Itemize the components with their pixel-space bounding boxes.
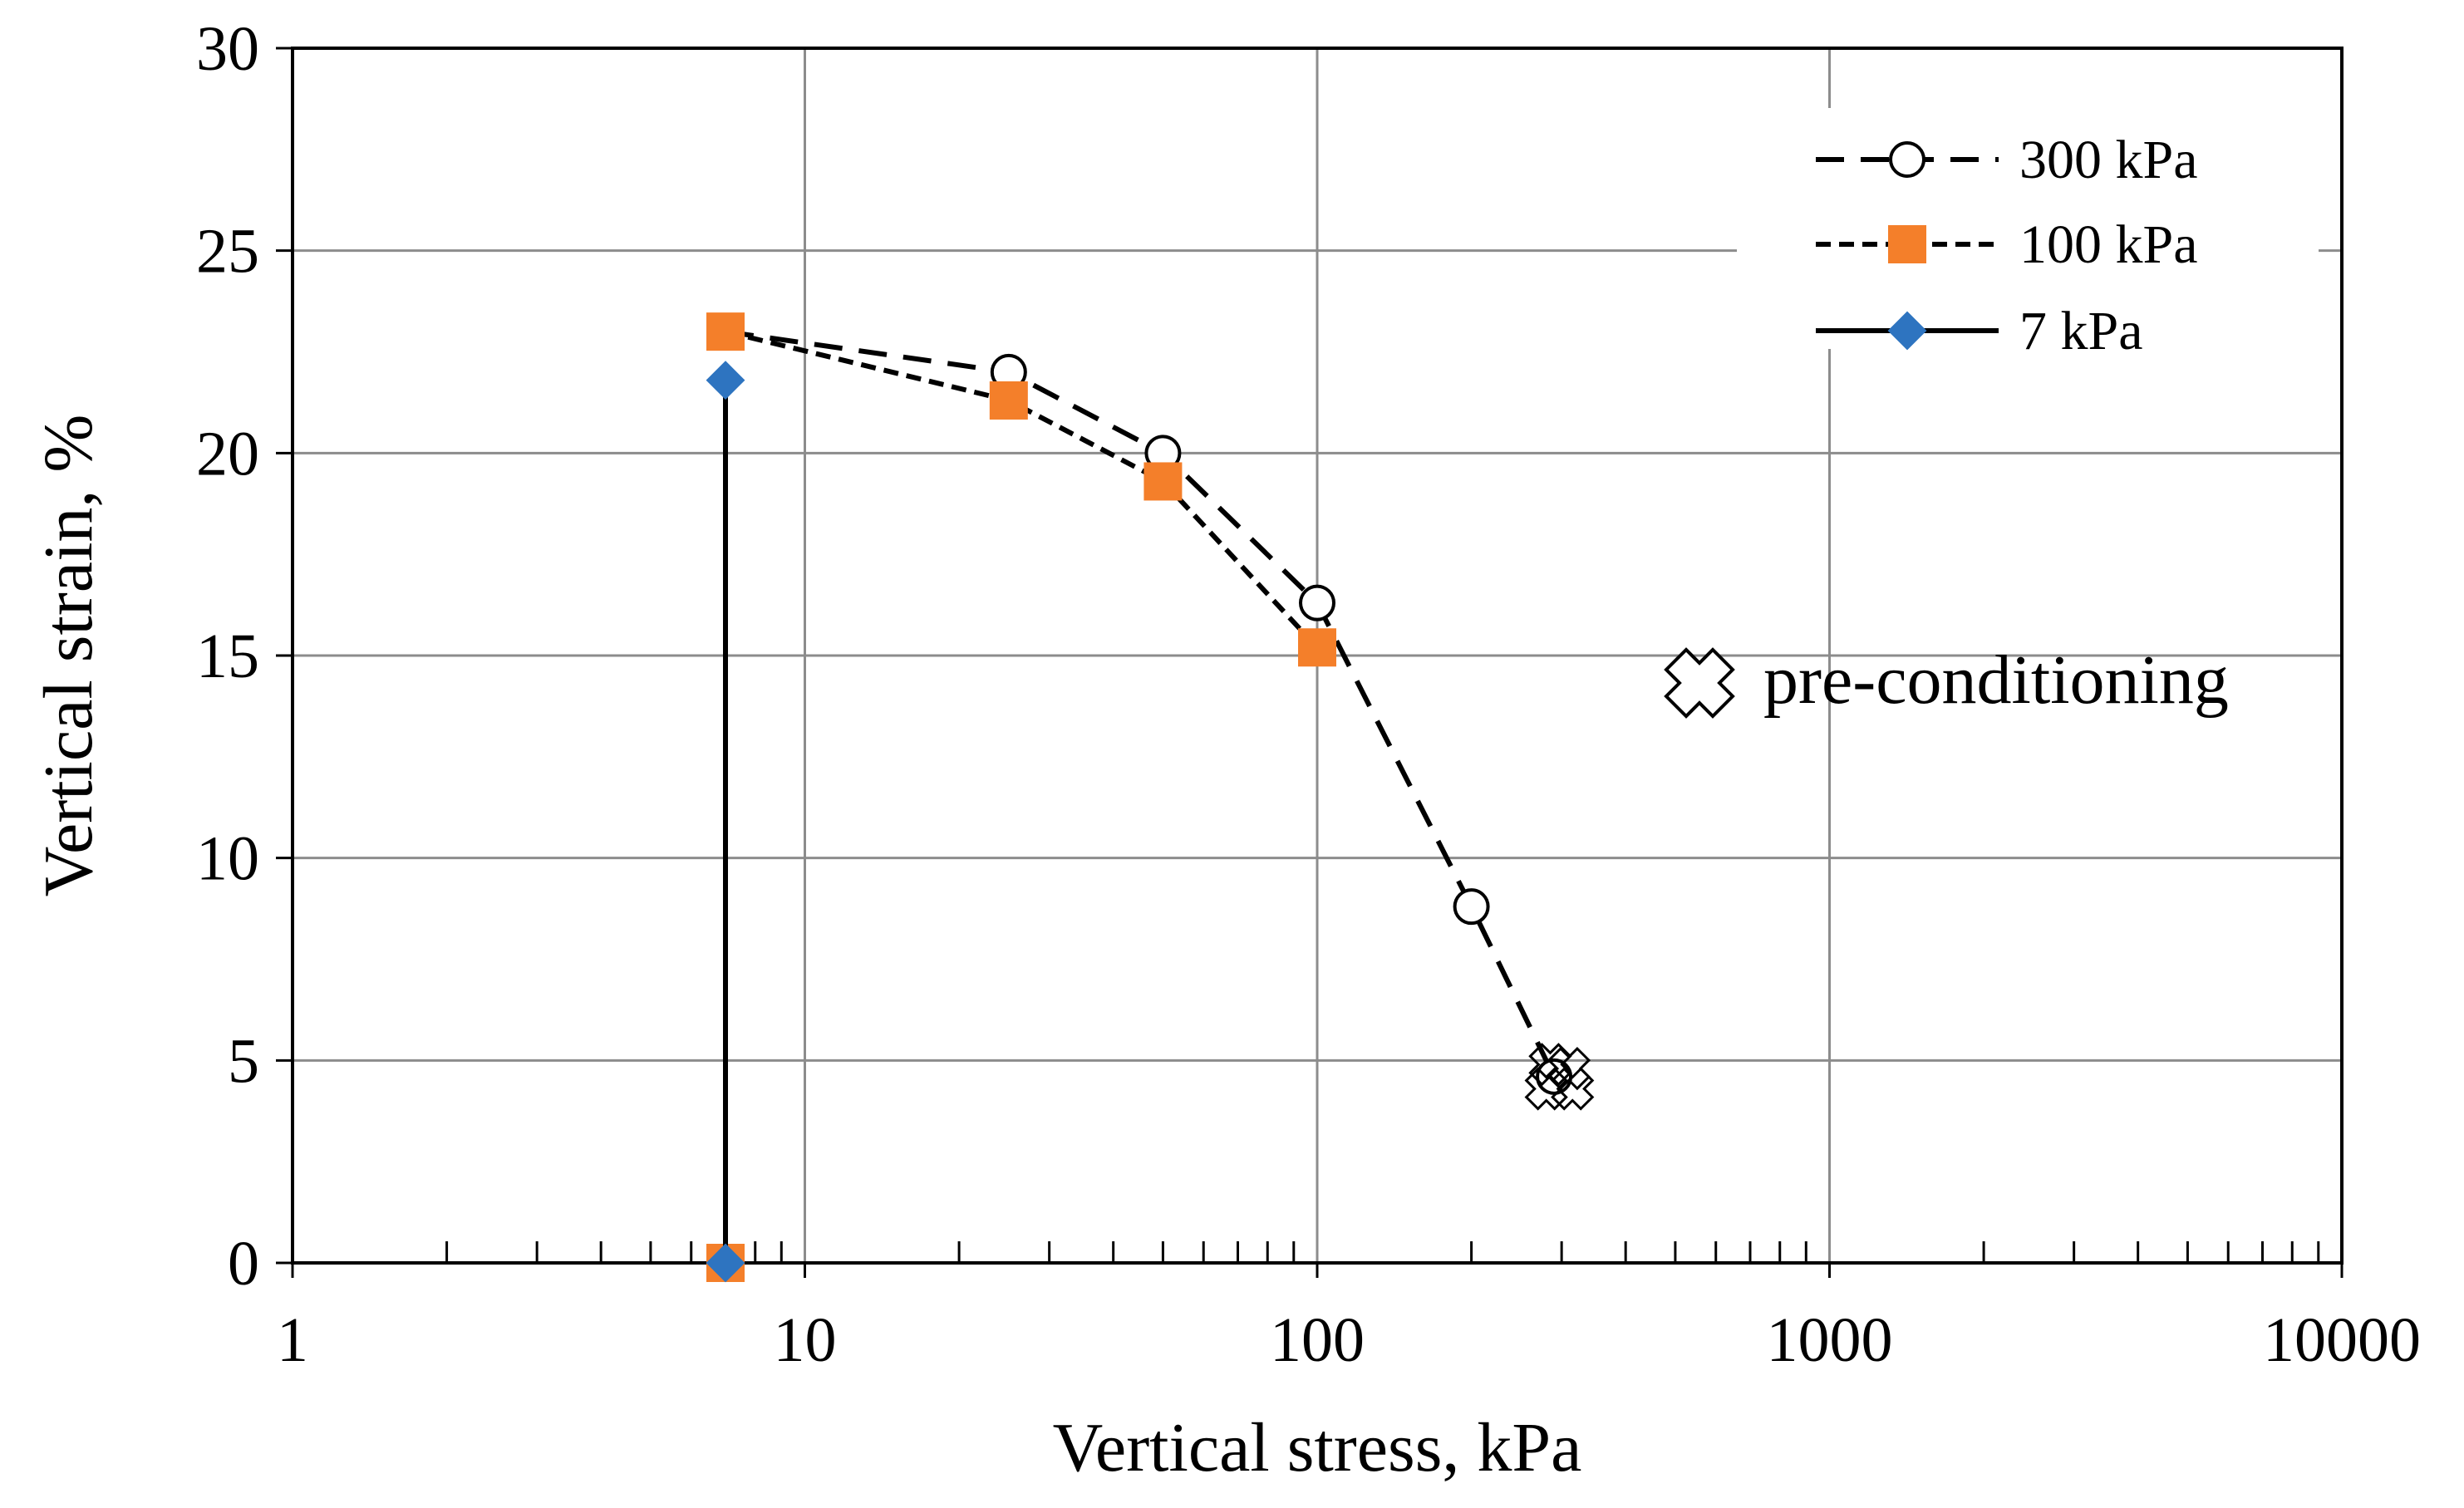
- data-point: [1298, 628, 1336, 667]
- legend-entry: 300 kPa: [1816, 130, 2198, 190]
- plot-area-frame: [291, 47, 2344, 1265]
- y-tick-label: 30: [196, 14, 259, 84]
- pre-conditioning-legend-cross-icon: [1664, 647, 1735, 719]
- minor-ticks: [276, 47, 2344, 1278]
- y-tick-label: 15: [196, 621, 259, 691]
- annotation-layer: pre-conditioning: [1524, 641, 2229, 1111]
- legend-marker: [1887, 311, 1927, 351]
- data-point: [1143, 462, 1183, 501]
- y-tick-label: 20: [196, 419, 259, 489]
- pre-conditioning-cross-mark: [1528, 1043, 1572, 1087]
- pre-conditioning-cross-mark: [1524, 1067, 1568, 1111]
- y-tick-label: 0: [228, 1229, 259, 1299]
- legend-background: [1737, 108, 2319, 349]
- data-point: [1453, 888, 1490, 926]
- legend: 300 kPa 100 kPa 7 kPa: [1737, 108, 2319, 361]
- legend-label: 100 kPa: [2019, 214, 2198, 275]
- legend-marker: [1888, 225, 1926, 263]
- data-point: [989, 381, 1028, 420]
- y-axis-title: Vertical strain, %: [30, 415, 107, 897]
- series-line: [725, 329, 1320, 650]
- x-axis-title: Vertical stress, kPa: [1053, 1409, 1582, 1486]
- data-point: [1299, 584, 1335, 621]
- y-tick-label: 10: [196, 824, 259, 894]
- tick-labels: 0 5 10 15 20 25 30 1 10 100 1000 10000: [196, 14, 2421, 1375]
- x-tick-label: 1000: [1767, 1305, 1893, 1375]
- data-point: [706, 312, 745, 351]
- cross-icon-shape: [1664, 647, 1735, 719]
- y-tick-label: 25: [196, 217, 259, 287]
- x-tick-label: 10: [774, 1305, 837, 1375]
- pre-conditioning-cross-mark: [1551, 1067, 1595, 1111]
- x-tick-label: 1: [277, 1305, 308, 1375]
- x-tick-label: 100: [1270, 1305, 1365, 1375]
- series-line: [725, 329, 1557, 1078]
- legend-marker: [1889, 141, 1925, 178]
- y-tick-label: 5: [228, 1026, 259, 1096]
- pre-conditioning-label: pre-conditioning: [1763, 641, 2229, 719]
- series-layer: [706, 312, 1573, 1283]
- legend-entry: 100 kPa: [1816, 214, 2198, 275]
- x-tick-label: 10000: [2263, 1305, 2421, 1375]
- legend-label: 300 kPa: [2019, 130, 2198, 190]
- series-7-kpa: [706, 361, 745, 1283]
- data-point: [706, 1243, 745, 1283]
- legend-entry: 7 kPa: [1816, 301, 2143, 361]
- data-point: [706, 361, 745, 400]
- legend-label: 7 kPa: [2019, 301, 2143, 361]
